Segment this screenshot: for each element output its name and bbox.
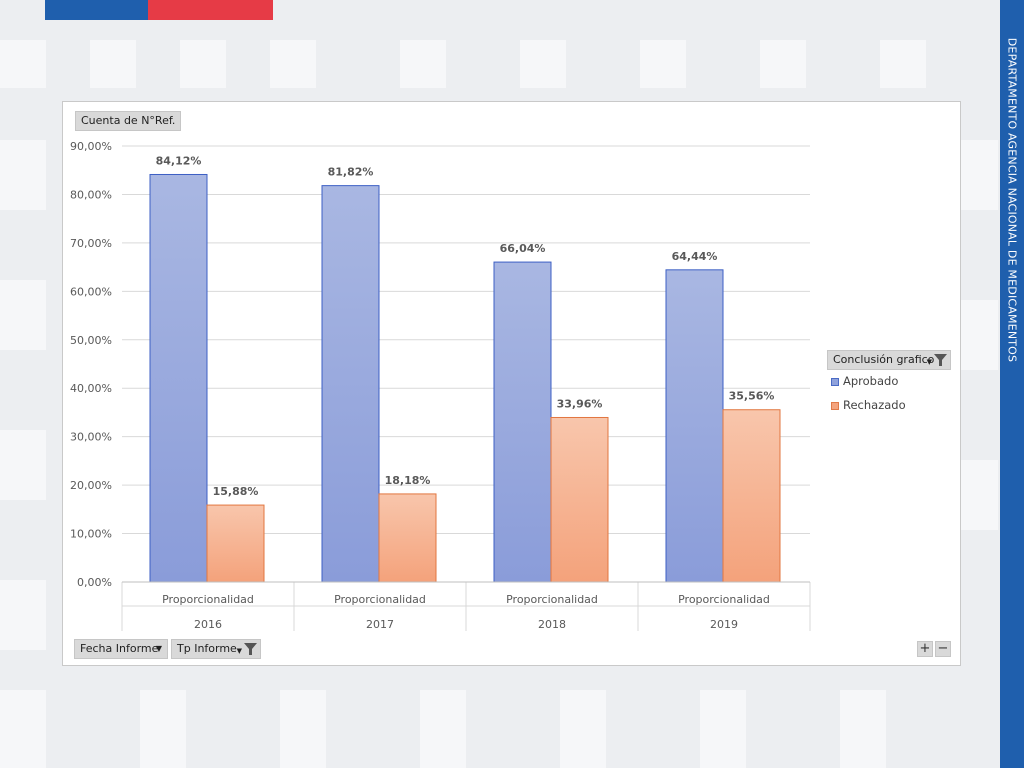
y-tick-label: 40,00%: [70, 382, 112, 395]
dropdown-arrow-icon: ▼: [926, 358, 932, 366]
x-category-label: Proporcionalidad: [506, 593, 598, 606]
y-tick-label: 30,00%: [70, 431, 112, 444]
filter-icon: [244, 643, 257, 655]
side-band-text: DEPARTAMENTO AGENCIA NACIONAL DE MEDICAM…: [1005, 37, 1019, 363]
dropdown-arrow-icon: ▼: [155, 644, 162, 653]
legend-field-button[interactable]: Conclusión grafico ▼: [827, 350, 951, 370]
y-tick-label: 80,00%: [70, 188, 112, 201]
y-tick-label: 90,00%: [70, 140, 112, 153]
legend-title-label: Conclusión grafico: [833, 353, 935, 366]
data-label: 18,18%: [385, 474, 431, 487]
x-category-label: Proporcionalidad: [162, 593, 254, 606]
y-tick-label: 50,00%: [70, 334, 112, 347]
tp-informe-label: Tp Informe: [177, 642, 237, 655]
value-field-button[interactable]: Cuenta de N°Ref.: [75, 111, 182, 131]
legend-item-aprobado: Aprobado: [843, 374, 899, 388]
fecha-informe-filter[interactable]: Fecha Informe ▼: [74, 639, 168, 659]
bar-chart: 0,00% 10,00% 20,00% 30,00% 40,00% 50,00% 60,00…: [70, 140, 811, 631]
data-label: 33,96%: [557, 397, 603, 410]
y-tick-label: 20,00%: [70, 479, 112, 492]
bar-rechazado-2017: [378, 493, 437, 583]
data-label: 64,44%: [672, 250, 718, 263]
x-year-label: 2016: [194, 618, 222, 631]
bar-aprobado-2019: [665, 269, 724, 583]
x-category-label: Proporcionalidad: [334, 593, 426, 606]
x-year-label: 2017: [366, 618, 394, 631]
legend-swatch-aprobado: [831, 378, 839, 386]
pivot-chart-panel: Cuenta de N°Ref. 0,00% 10,00% 20,00% 30,00%…: [62, 101, 961, 666]
legend-item-rechazado: Rechazado: [843, 398, 906, 412]
y-tick-label: 10,00%: [70, 528, 112, 541]
bar-rechazado-2019: [722, 409, 781, 583]
y-tick-label: 60,00%: [70, 285, 112, 298]
legend-swatch-rechazado: [831, 402, 839, 410]
y-tick-label: 0,00%: [77, 576, 112, 589]
side-band: [1000, 0, 1024, 768]
data-label: 81,82%: [328, 166, 374, 179]
data-label: 15,88%: [213, 485, 259, 498]
bar-aprobado-2016: [149, 173, 208, 583]
bar-rechazado-2016: [206, 504, 265, 583]
dropdown-arrow-icon: ▼: [236, 647, 242, 655]
data-label: 35,56%: [729, 390, 775, 403]
x-year-label: 2018: [538, 618, 566, 631]
x-year-label: 2019: [710, 618, 738, 631]
flag-red-stripe: [148, 0, 273, 20]
value-field-label: Cuenta de N°Ref.: [81, 114, 176, 127]
y-tick-label: 70,00%: [70, 237, 112, 250]
bar-aprobado-2017: [321, 185, 380, 583]
fecha-informe-label: Fecha Informe: [80, 642, 159, 655]
zoom-out-button[interactable]: −: [935, 641, 951, 657]
tp-informe-filter[interactable]: Tp Informe ▼: [171, 639, 261, 659]
bar-aprobado-2018: [493, 261, 552, 583]
flag-blue-stripe: [45, 0, 148, 20]
filter-icon: [934, 354, 947, 366]
zoom-in-button[interactable]: +: [917, 641, 933, 657]
bar-rechazado-2018: [550, 416, 609, 583]
data-label: 66,04%: [500, 242, 546, 255]
x-category-label: Proporcionalidad: [678, 593, 770, 606]
data-label: 84,12%: [156, 154, 202, 167]
